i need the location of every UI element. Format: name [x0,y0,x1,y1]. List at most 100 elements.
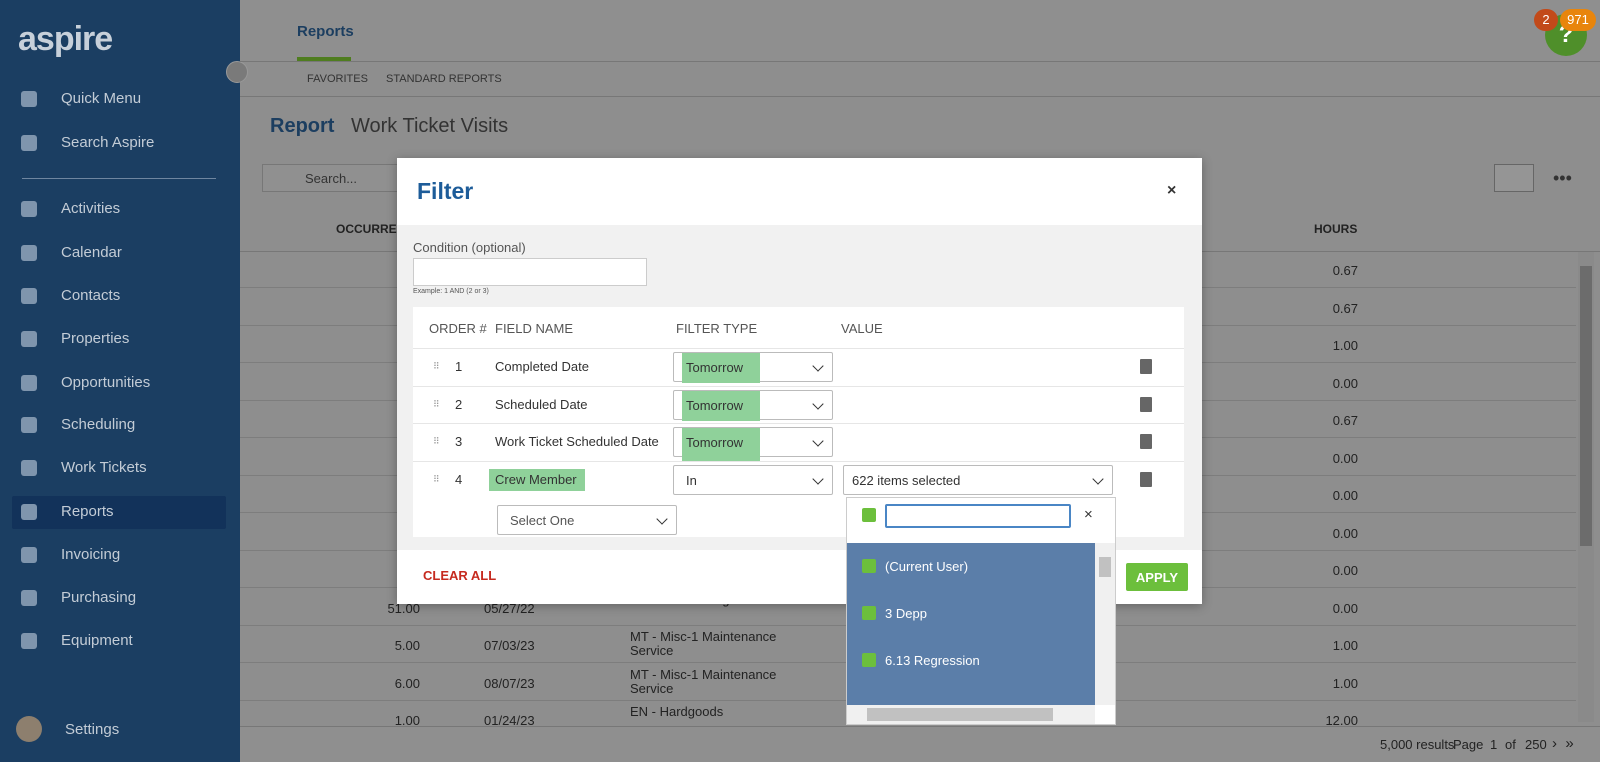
hours-cell: 1.00 [1332,338,1358,353]
subtab[interactable]: FAVORITES [307,73,368,85]
list-scrollbar[interactable] [1095,543,1115,705]
value-text: 622 items selected [852,472,961,488]
apply-button[interactable]: APPLY [1126,563,1188,591]
hours-cell: 1.00 [1332,675,1358,691]
field-name: Completed Date [495,359,589,374]
occurrence-cell: 5.00 [394,638,420,653]
horizontal-scrollbar[interactable] [847,705,1095,724]
scroll-thumb[interactable] [867,708,1053,721]
column-header: FILTER TYPE [676,321,758,336]
field-name: Scheduled Date [495,396,588,412]
nav-item[interactable]: Properties [61,330,130,347]
subtab[interactable]: STANDARD REPORTS [386,73,502,85]
service-cell: EN - Hardgoods [630,704,724,719]
dropdown-clear[interactable]: × [1084,506,1093,523]
nav-icon [21,91,37,107]
delete-button[interactable] [1140,434,1152,449]
new-field-select[interactable]: Select One [497,505,677,535]
hours-cell: 0.67 [1332,263,1358,278]
item-checkbox[interactable] [862,606,876,620]
drag-handle[interactable]: ⠿ [433,473,440,484]
nav-item[interactable]: Calendar [61,244,122,261]
report-name: Work Ticket Visits [351,115,509,137]
settings[interactable]: Settings [65,721,120,738]
filter-type-select[interactable]: Tomorrow [673,352,833,383]
scroll-thumb[interactable] [1580,266,1592,546]
nav-item[interactable]: Reports [61,503,114,520]
nav-item[interactable]: Activities [61,200,121,217]
hours-cell: 0.67 [1332,413,1358,428]
nav-item[interactable]: Opportunities [61,374,151,391]
list-item[interactable]: (Current User) [885,559,969,574]
item-checkbox[interactable] [862,653,876,667]
drag-handle[interactable]: ⠿ [433,398,440,409]
nav-icon [21,504,37,520]
date-cell: 01/24/23 [484,713,535,728]
nav-icon [21,460,37,476]
service-cell: MT - Misc-1 Maintenance Service [630,629,777,658]
order-number: 3 [455,434,463,449]
hours-cell: 0.00 [1332,488,1358,503]
tab[interactable]: Reports [297,23,354,40]
clear-all-button[interactable]: CLEAR ALL [423,568,497,583]
drag-handle[interactable]: ⠿ [433,436,440,446]
delete-button[interactable] [1140,471,1152,487]
filter-type-select[interactable]: Tomorrow [673,427,833,462]
drag-handle[interactable]: ⠿ [433,361,440,371]
dropdown-list: (Current User) 3 Depp 6.13 Regression [847,543,1095,705]
nav-item[interactable]: Invoicing [61,546,121,563]
column-header: ORDER # [429,321,487,336]
hours-cell: 0.00 [1332,525,1358,541]
type-highlight [682,353,760,383]
occurrence-cell: 51.00 [387,600,420,616]
delete-button[interactable] [1140,396,1152,412]
hours-cell: 12.00 [1325,713,1358,728]
field-name: Work Ticket Scheduled Date [495,434,659,449]
column-header: HOURS [1314,222,1358,236]
field-highlight [489,468,585,491]
close-button[interactable]: × [1167,182,1177,199]
occurrence-cell: 6.00 [394,675,420,691]
export-button[interactable] [1494,164,1534,192]
hours-cell: 0.00 [1332,450,1358,466]
delete-button[interactable] [1140,359,1152,374]
filter-type: In [686,472,697,488]
hours-cell: 1.00 [1332,638,1358,653]
next-page[interactable]: › » [1552,735,1574,752]
hours-cell: 0.00 [1332,600,1358,616]
select-all-checkbox[interactable] [862,508,876,522]
type-highlight [682,428,760,462]
list-item[interactable]: 6.13 Regression [885,653,980,668]
nav-item[interactable]: Scheduling [61,416,136,433]
nav-icon [21,375,37,391]
more-button[interactable]: ••• [1553,168,1572,188]
filter-type: Tomorrow [686,397,744,413]
list-item[interactable]: 3 Depp [885,606,927,621]
scroll-thumb[interactable] [1099,557,1111,577]
collapse-button[interactable] [226,61,248,83]
sidebar: aspire Settings Quick Menu Search Aspire A… [0,0,240,762]
value-select[interactable]: 622 items selected [843,464,1113,495]
scrollbar[interactable] [1578,252,1594,722]
nav-item[interactable]: Search Aspire [61,134,155,151]
filter-type-select[interactable]: Tomorrow [673,389,833,421]
nav-item[interactable]: Work Tickets [61,459,147,476]
search-input[interactable]: Search... [262,164,412,192]
condition-input[interactable] [413,258,647,286]
notification-badge[interactable]: 971 [1560,9,1596,31]
condition-hint: Example: 1 AND (2 or 3) [413,288,489,295]
alert-badge[interactable]: 2 [1534,9,1558,31]
nav-icon [21,331,37,347]
tab-underline [297,57,351,61]
divider [22,178,216,179]
nav-item[interactable]: Equipment [61,632,133,649]
nav-item[interactable]: Contacts [61,287,121,304]
nav-item[interactable]: Quick Menu [61,90,142,107]
filter-type-select[interactable]: In [673,464,833,495]
dropdown-search[interactable] [885,504,1071,528]
nav-item[interactable]: Purchasing [61,589,137,606]
condition-label: Condition (optional) [413,240,526,255]
nav-icon [21,245,37,261]
item-checkbox[interactable] [862,559,876,573]
